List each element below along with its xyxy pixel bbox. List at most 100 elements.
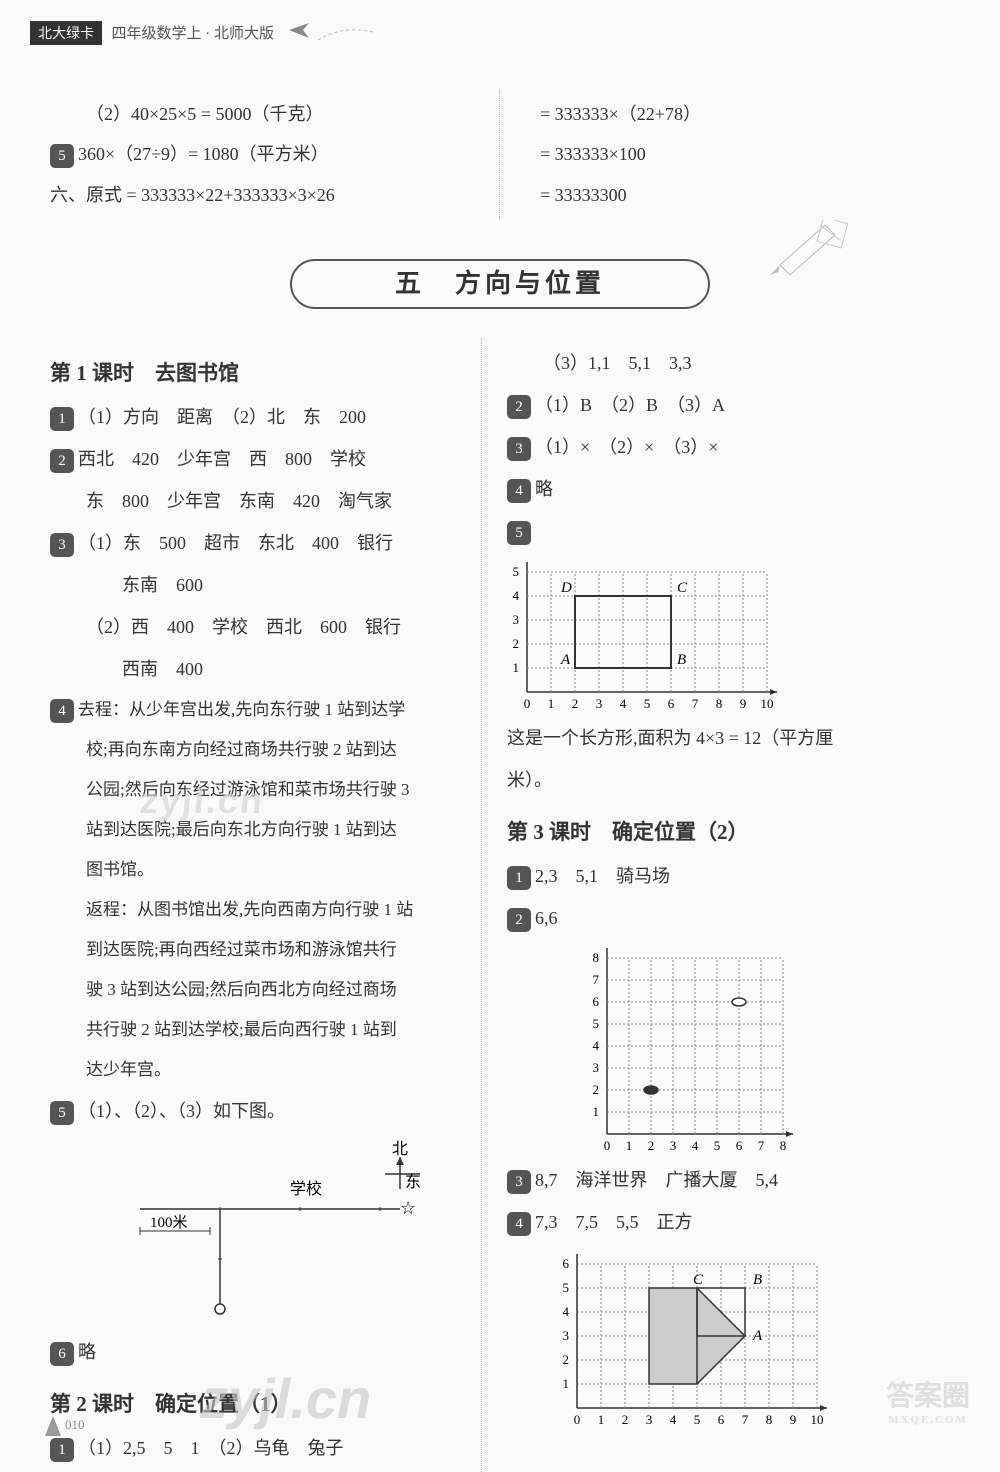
svg-text:0: 0 <box>574 1412 581 1427</box>
answer: （1）、（2）、（3）如下图。 <box>78 1101 285 1121</box>
answer: 返程：从图书馆出发,先向西南方向行驶 1 站 <box>50 893 466 927</box>
answer: 东 800 少年宫 东南 420 淘气家 <box>50 483 466 519</box>
svg-text:6: 6 <box>668 696 675 711</box>
polygon-grid-chart: 012345678910123456ABC <box>557 1248 950 1428</box>
svg-text:2: 2 <box>648 1138 655 1153</box>
svg-text:2: 2 <box>572 696 579 711</box>
qnum: 1 <box>507 866 531 890</box>
svg-text:4: 4 <box>593 1038 600 1053</box>
qnum: 3 <box>507 1170 531 1194</box>
answer: 8,7 海洋世界 广播大厦 5,4 <box>535 1170 778 1190</box>
svg-text:10: 10 <box>811 1412 824 1427</box>
svg-text:2: 2 <box>593 1082 600 1097</box>
qnum: 4 <box>50 699 74 723</box>
svg-text:2: 2 <box>622 1412 629 1427</box>
svg-text:3: 3 <box>593 1060 600 1075</box>
qnum: 2 <box>507 395 531 419</box>
answer: 西北 420 少年宫 西 800 学校 <box>78 449 366 469</box>
header-decor: 北大绿卡 四年级数学上 · 北师大版 <box>30 20 430 60</box>
answer: 7,3 7,5 5,5 正方 <box>535 1212 693 1232</box>
answer: 东南 600 <box>50 567 466 603</box>
svg-text:1: 1 <box>626 1138 633 1153</box>
svg-text:8: 8 <box>716 696 723 711</box>
svg-text:2: 2 <box>513 636 520 651</box>
svg-text:5: 5 <box>563 1280 570 1295</box>
svg-text:5: 5 <box>694 1412 701 1427</box>
qnum-5: 5 <box>50 144 74 168</box>
chapter-decor-icon <box>760 220 900 280</box>
svg-text:1: 1 <box>513 660 520 675</box>
top-line: = 33333300 <box>540 179 950 211</box>
answer: 达少年宫。 <box>50 1053 466 1087</box>
svg-text:6: 6 <box>736 1138 743 1153</box>
small-grid-chart: 01234567812345678 <box>587 944 950 1154</box>
svg-text:6: 6 <box>718 1412 725 1427</box>
compass-north: 北 <box>392 1140 408 1158</box>
svg-text:3: 3 <box>596 696 603 711</box>
answer: 公园;然后向东经过游泳馆和菜市场共行驶 3 <box>50 773 466 807</box>
answer: 西南 400 <box>50 651 466 687</box>
school-diagram: 北 东 学校 ☆ 100米 <box>100 1139 466 1324</box>
answer: 6,6 <box>535 908 558 928</box>
top-line: （2）40×25×5 = 5000（千克） <box>50 98 479 130</box>
svg-text:3: 3 <box>670 1138 677 1153</box>
paper-plane-icon <box>289 22 309 43</box>
svg-text:4: 4 <box>620 696 627 711</box>
top-line: = 333333×100 <box>540 138 950 170</box>
chapter-title: 五 方向与位置 <box>290 259 710 309</box>
answer: 去程：从少年宫出发,先向东行驶 1 站到达学 <box>78 700 405 719</box>
top-line: 360×（27÷9）= 1080（平方米） <box>78 144 329 164</box>
right-column: （3）1,1 5,1 3,3 2（1）B （2）B （3）A 3（1）× （2）… <box>482 339 950 1472</box>
top-continuation: （2）40×25×5 = 5000（千克） 5360×（27÷9）= 1080（… <box>50 90 950 219</box>
svg-text:A: A <box>560 652 571 668</box>
answer: （2）西 400 学校 西北 600 银行 <box>50 609 466 645</box>
answer: 校;再向东南方向经过商场共行驶 2 站到达 <box>50 733 466 767</box>
svg-text:8: 8 <box>766 1412 773 1427</box>
svg-text:4: 4 <box>692 1138 699 1153</box>
svg-text:0: 0 <box>524 696 531 711</box>
answer: 略 <box>78 1342 96 1362</box>
qnum: 4 <box>507 1212 531 1236</box>
svg-text:1: 1 <box>598 1412 605 1427</box>
svg-text:0: 0 <box>604 1138 611 1153</box>
svg-text:4: 4 <box>563 1304 570 1319</box>
top-line: 六、原式 = 333333×22+333333×3×26 <box>50 179 479 211</box>
svg-text:C: C <box>693 1272 704 1288</box>
answer: （3）1,1 5,1 3,3 <box>507 345 950 381</box>
svg-text:9: 9 <box>740 696 747 711</box>
left-column: 第 1 课时 去图书馆 1（1）方向 距离 （2）北 东 200 2西北 420… <box>50 339 482 1472</box>
svg-text:3: 3 <box>646 1412 653 1427</box>
svg-text:10: 10 <box>761 696 774 711</box>
svg-text:5: 5 <box>593 1016 600 1031</box>
lesson-title: 第 3 课时 确定位置（2） <box>507 816 950 846</box>
header-title: 四年级数学上 · 北师大版 <box>112 22 275 43</box>
svg-text:D: D <box>560 580 572 596</box>
svg-text:3: 3 <box>563 1328 570 1343</box>
answer: 驶 3 站到达公园;然后向西北方向经过商场 <box>50 973 466 1007</box>
svg-text:5: 5 <box>714 1138 721 1153</box>
answer: 2,3 5,1 骑马场 <box>535 866 670 886</box>
svg-text:3: 3 <box>513 612 520 627</box>
answer: 到达医院;再向西经过菜市场和游泳馆共行 <box>50 933 466 967</box>
svg-text:6: 6 <box>593 994 600 1009</box>
svg-text:B: B <box>677 652 686 668</box>
svg-text:6: 6 <box>563 1256 570 1271</box>
rect-grid-chart: 01234567891012345ABCD <box>507 557 950 712</box>
page-number: 010 <box>65 1417 85 1432</box>
svg-text:C: C <box>677 580 688 596</box>
svg-text:2: 2 <box>563 1352 570 1367</box>
svg-text:1: 1 <box>593 1104 600 1119</box>
answer: （1）2,5 5 1 （2）乌龟 兔子 <box>78 1438 344 1458</box>
qnum: 2 <box>50 449 74 473</box>
answer: （1）B （2）B （3）A <box>535 395 725 415</box>
svg-text:7: 7 <box>593 972 600 987</box>
lesson-title: 第 1 课时 去图书馆 <box>50 357 466 387</box>
compass-east: 东 <box>405 1173 420 1191</box>
qnum: 3 <box>507 437 531 461</box>
qnum: 1 <box>50 407 74 431</box>
answer: 站到达医院;最后向东北方向行驶 1 站到达 <box>50 813 466 847</box>
qnum: 4 <box>507 479 531 503</box>
svg-text:4: 4 <box>513 588 520 603</box>
svg-text:8: 8 <box>593 950 600 965</box>
svg-text:4: 4 <box>670 1412 677 1427</box>
